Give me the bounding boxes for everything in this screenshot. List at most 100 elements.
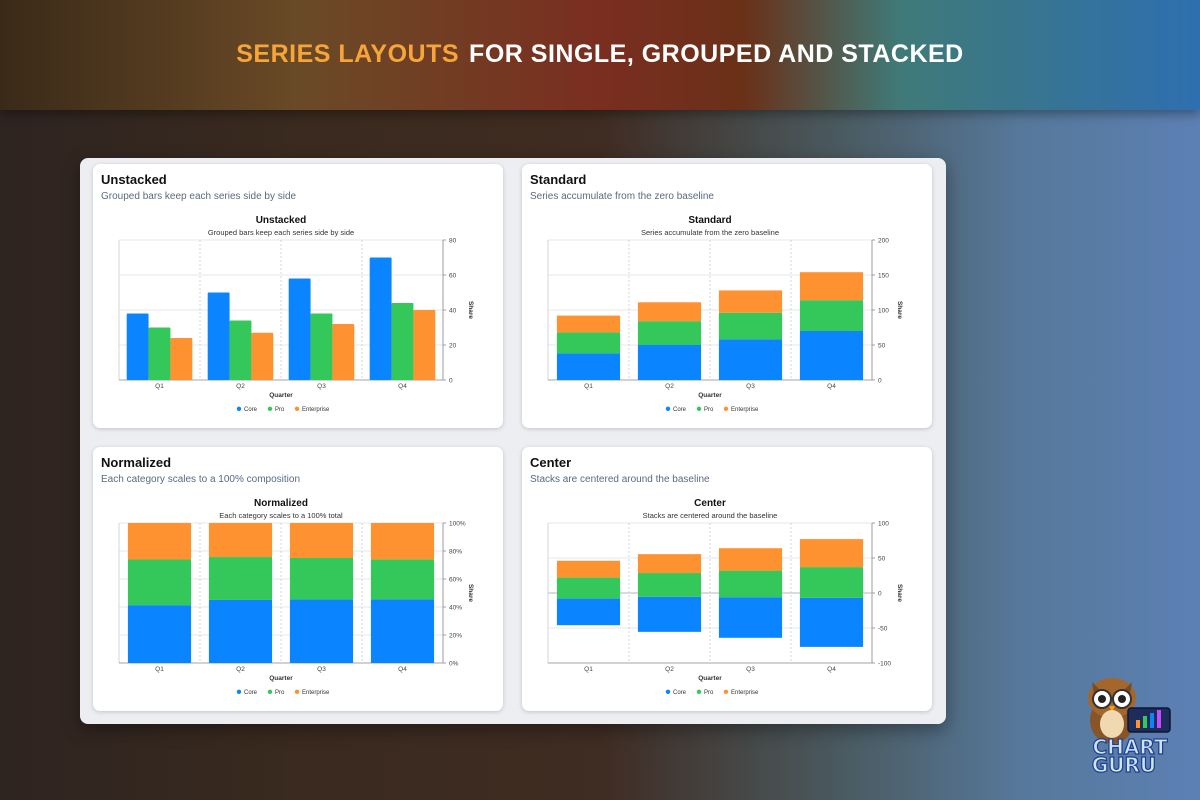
chart-subtitle: Series accumulate from the zero baseline [641, 228, 779, 237]
bar-enterprise-q3 [289, 523, 354, 558]
y-tick-label: 100 [878, 308, 889, 315]
x-tick-label: Q1 [584, 383, 593, 390]
y-tick-label: 80 [449, 238, 457, 245]
bar-enterprise-q1 [127, 523, 192, 560]
legend-swatch-pro [267, 689, 273, 694]
bar-pro-q3 [718, 312, 783, 340]
bar-enterprise-q4 [799, 272, 864, 301]
chart-subtitle: Stacks are centered around the baseline [643, 511, 778, 520]
legend-label-pro: Pro [275, 407, 285, 413]
legend-label-pro: Pro [275, 690, 285, 696]
x-tick-label: Q2 [665, 383, 674, 390]
legend-swatch-pro [696, 406, 702, 411]
x-tick-label: Q3 [317, 666, 326, 673]
card-subtitle: Grouped bars keep each series side by si… [101, 191, 297, 202]
logo-text-line1: CHART [1092, 735, 1167, 759]
bar-core-q3 [718, 339, 783, 380]
legend-label-core: Core [673, 407, 687, 413]
bar-pro-q1 [148, 327, 171, 380]
y-tick-label: 60% [449, 577, 462, 584]
y-axis-label: Share [467, 301, 474, 319]
bar-enterprise-q4 [370, 523, 435, 560]
y-tick-label: 50 [878, 556, 886, 563]
bar-core-q1 [556, 598, 621, 626]
y-axis-label: Share [896, 584, 903, 602]
chart-normalized: Normalized Each category scales to a 100%… [118, 498, 474, 696]
bar-enterprise-q3 [718, 548, 783, 571]
bar-pro-q4 [799, 567, 864, 598]
y-tick-label: 50 [878, 343, 886, 350]
bar-enterprise-q4 [413, 310, 436, 380]
legend-label-core: Core [673, 690, 687, 696]
bar-core-q1 [127, 605, 192, 663]
card-title: Center [530, 455, 572, 470]
x-tick-label: Q2 [236, 666, 245, 673]
bar-pro-q3 [289, 558, 354, 600]
bar-core-q3 [288, 278, 311, 380]
card-title: Normalized [101, 455, 172, 470]
y-tick-label: 20% [449, 633, 462, 640]
chart-title: Unstacked [256, 215, 307, 226]
legend-swatch-core [665, 689, 671, 694]
bar-core-q2 [637, 596, 702, 632]
header-banner: SERIES LAYOUTS FOR SINGLE, GROUPED AND ST… [0, 0, 1200, 110]
bar-pro-q4 [799, 300, 864, 331]
x-tick-label: Q1 [155, 383, 164, 390]
card-title: Standard [530, 172, 587, 187]
legend-label-pro: Pro [704, 407, 714, 413]
bar-enterprise-q2 [637, 554, 702, 574]
legend-label-enterprise: Enterprise [731, 690, 759, 696]
bar-enterprise-q1 [556, 560, 621, 578]
legend-swatch-enterprise [294, 689, 300, 694]
chart-title: Normalized [254, 498, 308, 509]
x-tick-label: Q1 [584, 666, 593, 673]
x-tick-label: Q4 [398, 666, 407, 673]
y-tick-label: 100 [878, 521, 889, 528]
bar-pro-q2 [637, 573, 702, 597]
legend-swatch-pro [696, 689, 702, 694]
page-title-rest: FOR SINGLE, GROUPED AND STACKED [469, 40, 964, 68]
legend-swatch-core [236, 689, 242, 694]
y-tick-label: 0 [878, 378, 882, 385]
y-axis-label: Share [467, 584, 474, 602]
bar-pro-q2 [208, 557, 273, 600]
x-tick-label: Q4 [827, 383, 836, 390]
bar-core-q1 [556, 353, 621, 380]
legend-label-enterprise: Enterprise [302, 407, 330, 413]
bar-enterprise-q1 [170, 338, 193, 380]
y-tick-label: 20 [449, 343, 457, 350]
x-axis-label: Quarter [269, 392, 293, 399]
x-tick-label: Q1 [155, 666, 164, 673]
chart-card-normalized: Normalized Each category scales to a 100%… [93, 447, 503, 711]
y-tick-label: 40% [449, 605, 462, 612]
bar-core-q4 [799, 597, 864, 647]
bar-core-q2 [208, 599, 273, 663]
bar-core-q4 [369, 257, 392, 380]
legend-label-pro: Pro [704, 690, 714, 696]
legend-label-enterprise: Enterprise [731, 407, 759, 413]
x-axis-label: Quarter [698, 392, 722, 399]
legend-label-enterprise: Enterprise [302, 690, 330, 696]
legend-swatch-enterprise [723, 406, 729, 411]
y-tick-label: -100 [878, 661, 891, 668]
card-title: Unstacked [101, 172, 167, 187]
x-axis-label: Quarter [269, 675, 293, 682]
legend-swatch-core [665, 406, 671, 411]
chart-standard: Standard Series accumulate from the zero … [547, 215, 903, 413]
owl-mascot-icon [1088, 678, 1171, 744]
bar-enterprise-q3 [718, 290, 783, 313]
chart-card-standard: Standard Series accumulate from the zero … [522, 164, 932, 428]
page-title: SERIES LAYOUTS FOR SINGLE, GROUPED AND ST… [0, 40, 1200, 69]
x-tick-label: Q3 [746, 666, 755, 673]
y-axis-label: Share [896, 301, 903, 319]
chart-subtitle: Grouped bars keep each series side by si… [208, 228, 354, 237]
page-title-accent: SERIES LAYOUTS [236, 40, 460, 68]
y-tick-label: 0 [878, 591, 882, 598]
y-tick-label: 40 [449, 308, 457, 315]
bar-core-q3 [289, 599, 354, 663]
bar-pro-q1 [556, 332, 621, 354]
bar-pro-q2 [229, 320, 252, 380]
chart-guru-logo: CHART GURU [1088, 678, 1171, 778]
bar-core-q2 [637, 345, 702, 380]
bar-enterprise-q2 [208, 523, 273, 558]
